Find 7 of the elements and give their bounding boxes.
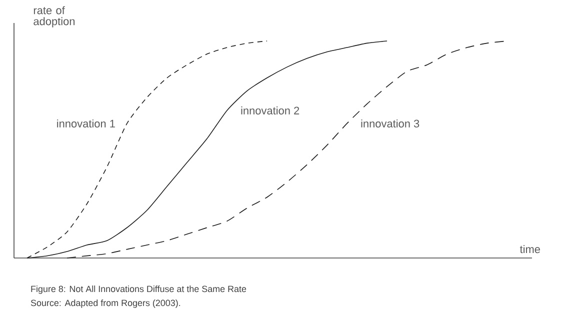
source-note: Source: Adapted from Rogers (2003).: [30, 300, 180, 308]
caption: Figure 8: Not All Innovations Diffuse at the Same Rate: [31, 286, 246, 294]
series-label: innovation 2: [241, 106, 300, 114]
series-label: innovation 1: [57, 119, 115, 128]
series-label: innovation 3: [361, 119, 420, 128]
y-axis-title: rate of adoption: [34, 6, 75, 28]
x-axis-title: time: [520, 245, 540, 254]
